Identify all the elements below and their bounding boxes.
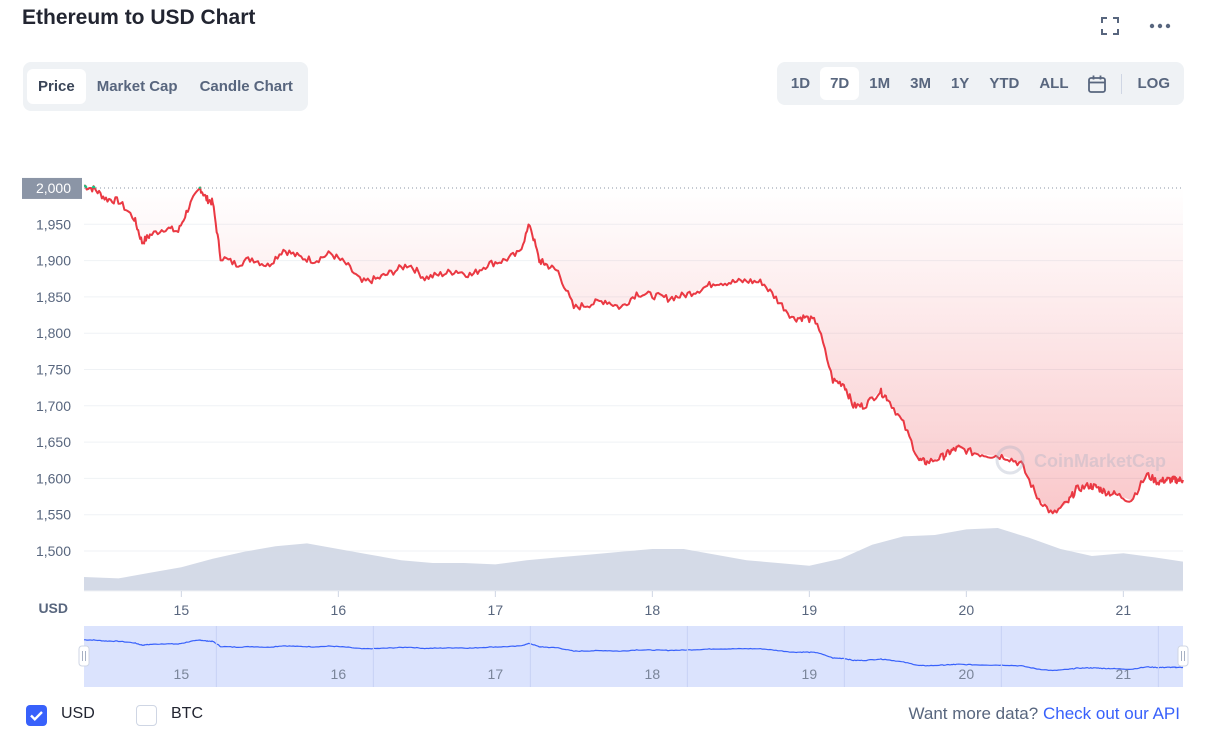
volume-area: [84, 528, 1183, 591]
navigator-left-handle[interactable]: [78, 645, 90, 667]
y-tick-label: 1,950: [36, 216, 71, 232]
more-data-prompt: Want more data?: [908, 704, 1039, 723]
tab-candle-chart[interactable]: Candle Chart: [199, 78, 293, 95]
range-7d[interactable]: 7D: [820, 67, 860, 100]
log-scale-toggle[interactable]: LOG: [1137, 75, 1171, 92]
range-all[interactable]: ALL: [1039, 75, 1069, 92]
navigator-line: [84, 639, 1184, 672]
watermark-text: CoinMarketCap: [1034, 451, 1166, 471]
range-1y[interactable]: 1Y: [950, 75, 970, 92]
more-data-text: Want more data? Check out our API: [908, 704, 1180, 724]
y-tick-label: 1,900: [36, 253, 71, 269]
y-tick-label: 1,750: [36, 362, 71, 378]
navigator-tick-label: 18: [645, 666, 661, 682]
y-tick-label: 1,850: [36, 289, 71, 305]
reference-price-badge: [22, 177, 82, 199]
currency-footer: USD BTC Want more data? Check out our AP…: [0, 700, 1212, 732]
x-tick-label: 19: [802, 602, 818, 618]
price-chart[interactable]: 2,000 1,950 1,900 1,850 1,800 1,750 1,700 1,650…: [0, 120, 1212, 695]
x-tick-label: 16: [331, 602, 347, 618]
calendar-icon[interactable]: [1079, 68, 1115, 100]
usd-label: USD: [61, 705, 95, 722]
check-icon: [30, 711, 43, 722]
price-line-up-segment: [92, 185, 96, 189]
y-tick-label: 1,550: [36, 507, 71, 523]
y-tick-label: 1,500: [36, 543, 71, 559]
api-link[interactable]: Check out our API: [1042, 704, 1180, 723]
y-tick-label: 1,600: [36, 470, 71, 486]
navigator-tick-label: 20: [959, 666, 975, 682]
chart-title: Ethereum to USD Chart: [22, 6, 256, 29]
btc-label: BTC: [171, 705, 203, 722]
usd-checkbox[interactable]: [26, 705, 47, 726]
range-3m[interactable]: 3M: [910, 75, 931, 92]
x-tick-label: 20: [959, 602, 975, 618]
fullscreen-icon[interactable]: [1098, 14, 1122, 38]
x-tick-label: 15: [174, 602, 190, 618]
btc-checkbox[interactable]: [136, 705, 157, 726]
x-tick-label: 21: [1116, 602, 1132, 618]
x-tick-label: 18: [645, 602, 661, 618]
y-tick-label: 1,800: [36, 325, 71, 341]
price-line: [84, 184, 1184, 515]
navigator-panel[interactable]: [84, 626, 1183, 687]
navigator-tick-label: 15: [174, 666, 190, 682]
range-divider: [1120, 73, 1122, 94]
tab-price[interactable]: Price: [27, 69, 86, 104]
navigator-tick-label: 19: [802, 666, 818, 682]
y-tick-label: 2,000: [36, 180, 71, 196]
navigator-tick-label: 21: [1116, 666, 1132, 682]
time-range-tabs: 1D 7D 1M 3M 1Y YTD ALL LOG: [776, 62, 1184, 105]
price-line-up-segment: [84, 185, 88, 189]
navigator-right-handle[interactable]: [1177, 645, 1189, 667]
range-1m[interactable]: 1M: [869, 75, 891, 92]
y-axis-unit-label: USD: [38, 600, 68, 616]
range-1d[interactable]: 1D: [790, 75, 811, 92]
chart-view-tabs: Price Market Cap Candle Chart: [23, 62, 308, 111]
navigator-tick-label: 16: [331, 666, 347, 682]
chart-toolbar: [1098, 14, 1172, 38]
tab-market-cap[interactable]: Market Cap: [96, 78, 178, 95]
coinmarketcap-watermark: CoinMarketCap: [995, 445, 1166, 475]
x-tick-label: 17: [488, 602, 504, 618]
y-tick-label: 1,700: [36, 398, 71, 414]
range-ytd[interactable]: YTD: [989, 75, 1020, 92]
y-tick-label: 1,650: [36, 434, 71, 450]
navigator-tick-label: 17: [488, 666, 504, 682]
more-options-icon[interactable]: [1148, 14, 1172, 38]
